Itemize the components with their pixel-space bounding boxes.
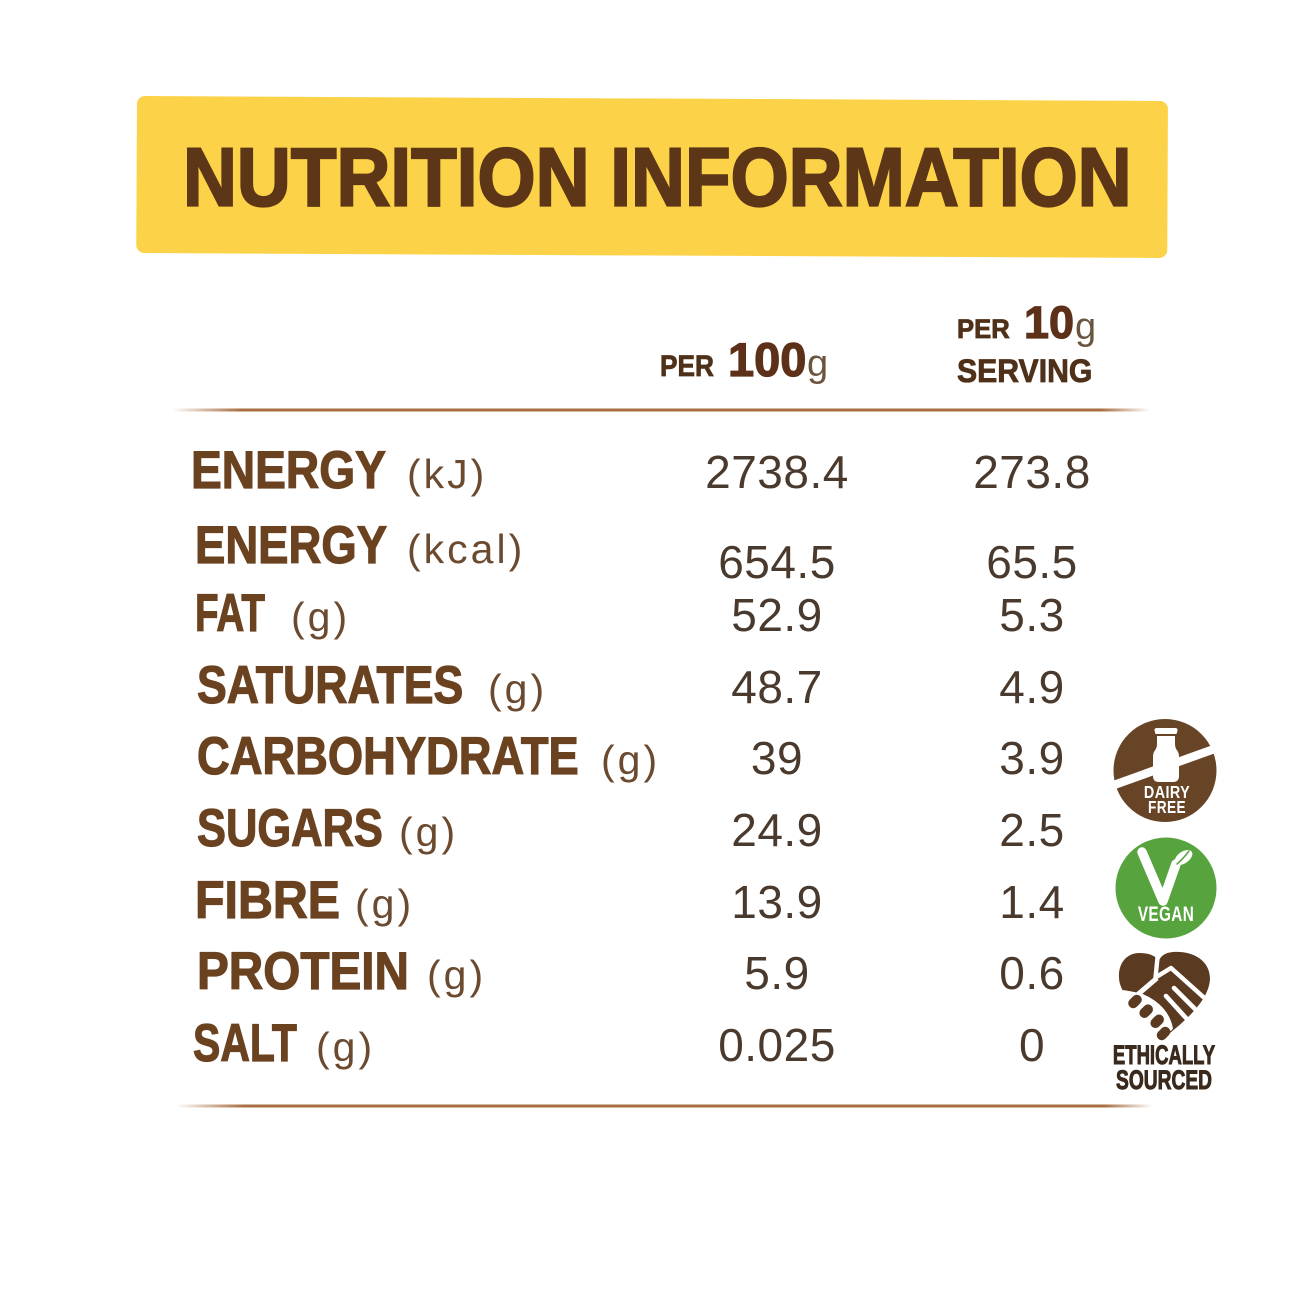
svg-text:2738.4: 2738.4 bbox=[705, 446, 849, 498]
svg-text:SOURCED: SOURCED bbox=[1116, 1065, 1212, 1095]
svg-text:(g): (g) bbox=[399, 809, 458, 855]
svg-text:FIBRE: FIBRE bbox=[195, 870, 340, 930]
svg-text:(g): (g) bbox=[488, 666, 547, 712]
svg-text:3.9: 3.9 bbox=[999, 732, 1064, 784]
svg-text:4.9: 4.9 bbox=[999, 661, 1064, 713]
svg-text:ENERGY: ENERGY bbox=[195, 516, 387, 575]
svg-text:FAT: FAT bbox=[195, 583, 265, 642]
svg-text:NUTRITION INFORMATION: NUTRITION INFORMATION bbox=[183, 131, 1132, 224]
svg-text:SERVING: SERVING bbox=[957, 353, 1092, 389]
svg-text:ETHICALLY: ETHICALLY bbox=[1113, 1040, 1216, 1070]
svg-text:52.9: 52.9 bbox=[731, 589, 823, 641]
svg-text:273.8: 273.8 bbox=[973, 446, 1091, 498]
svg-text:(g): (g) bbox=[601, 737, 660, 783]
svg-text:VEGAN: VEGAN bbox=[1138, 902, 1194, 926]
svg-text:13.9: 13.9 bbox=[731, 876, 823, 928]
svg-text:654.5: 654.5 bbox=[718, 536, 836, 588]
svg-text:DAIRY: DAIRY bbox=[1144, 784, 1190, 803]
svg-text:(g): (g) bbox=[291, 594, 350, 640]
svg-text:PROTEIN: PROTEIN bbox=[197, 941, 409, 1001]
svg-text:(kcal): (kcal) bbox=[407, 526, 525, 572]
svg-text:48.7: 48.7 bbox=[731, 661, 823, 713]
svg-text:CARBOHYDRATE: CARBOHYDRATE bbox=[197, 727, 579, 786]
svg-text:ENERGY: ENERGY bbox=[191, 440, 386, 500]
svg-text:(g): (g) bbox=[355, 881, 414, 927]
svg-text:1.4: 1.4 bbox=[999, 876, 1064, 928]
svg-text:10: 10 bbox=[1024, 297, 1074, 348]
svg-text:g: g bbox=[807, 343, 828, 385]
svg-text:(g): (g) bbox=[316, 1024, 375, 1070]
svg-text:65.5: 65.5 bbox=[986, 536, 1078, 588]
svg-text:(g): (g) bbox=[427, 952, 486, 998]
svg-text:FREE: FREE bbox=[1148, 799, 1186, 818]
svg-text:PER: PER bbox=[660, 348, 714, 382]
svg-text:24.9: 24.9 bbox=[731, 804, 823, 856]
svg-text:39: 39 bbox=[751, 732, 803, 784]
svg-text:0.6: 0.6 bbox=[999, 947, 1064, 999]
svg-text:2.5: 2.5 bbox=[999, 804, 1064, 856]
svg-text:0.025: 0.025 bbox=[718, 1019, 836, 1071]
svg-text:SUGARS: SUGARS bbox=[197, 799, 383, 858]
svg-text:100: 100 bbox=[728, 333, 806, 386]
svg-text:g: g bbox=[1075, 306, 1096, 348]
svg-text:PER: PER bbox=[957, 313, 1010, 344]
svg-text:5.9: 5.9 bbox=[744, 947, 809, 999]
svg-text:5.3: 5.3 bbox=[999, 589, 1064, 641]
svg-text:0: 0 bbox=[1019, 1019, 1045, 1071]
svg-text:(kJ): (kJ) bbox=[407, 451, 487, 497]
svg-text:SATURATES: SATURATES bbox=[197, 657, 463, 715]
svg-text:SALT: SALT bbox=[193, 1014, 297, 1073]
